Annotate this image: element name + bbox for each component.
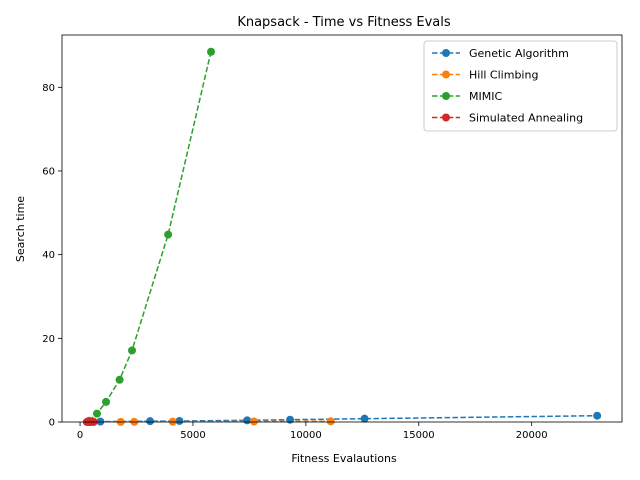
x-tick-label: 15000 (403, 430, 435, 441)
legend-marker (442, 92, 450, 100)
legend-label: MIMIC (469, 90, 502, 103)
axes-frame (61, 34, 623, 423)
legend: Genetic Algorithm Hill Climbing MIMIC Simul… (423, 40, 618, 132)
data-point (593, 411, 602, 420)
legend-marker (442, 113, 450, 122)
y-tick-label: 60 (42, 166, 55, 177)
series-line-0 (89, 414, 598, 422)
x-tick-label: 10000 (290, 430, 322, 441)
x-tick-label: 0 (77, 430, 83, 441)
data-point (146, 417, 155, 426)
plot-area: 0 5000 10000 15000 20000 0 20 40 60 80 (42, 34, 623, 441)
data-point (286, 415, 295, 424)
y-tick-label: 20 (42, 334, 55, 345)
data-point (207, 47, 216, 56)
chart-title: Knapsack - Time vs Fitness Evals (237, 15, 451, 30)
legend-label: Genetic Algorithm (469, 47, 569, 60)
data-point (102, 397, 111, 406)
x-axis-label: Fitness Evalautions (291, 452, 397, 465)
legend-label: Simulated Annealing (469, 112, 583, 125)
data-point (164, 230, 173, 239)
y-tick-label: 0 (49, 418, 55, 429)
x-tick-label: 5000 (180, 430, 205, 441)
data-point (175, 416, 184, 425)
data-point (360, 414, 369, 423)
y-tick-label: 80 (42, 83, 55, 94)
legend-marker (442, 70, 450, 79)
y-tick-label: 40 (42, 250, 55, 261)
x-tick-label: 20000 (516, 430, 548, 441)
legend-box (423, 40, 618, 132)
data-point (243, 416, 252, 425)
legend-marker (442, 49, 450, 57)
data-point (128, 346, 136, 355)
data-point (93, 409, 101, 418)
data-point (249, 417, 258, 426)
data-point (326, 417, 335, 426)
legend-label: Hill Climbing (469, 69, 538, 82)
data-point (96, 417, 105, 426)
data-point (115, 375, 124, 384)
series-line-2 (88, 51, 212, 422)
y-axis-label: Search time (14, 196, 27, 262)
